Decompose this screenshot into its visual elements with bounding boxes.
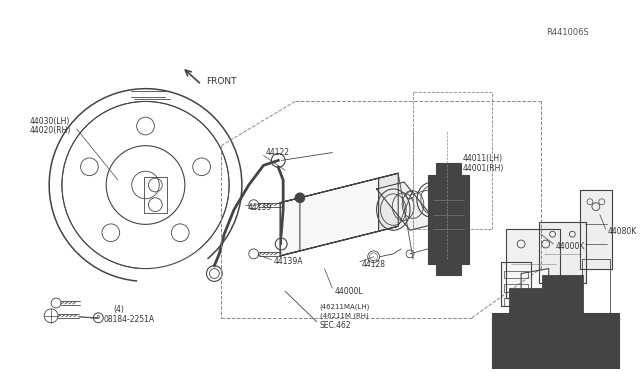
Bar: [504, 284, 528, 292]
Bar: [504, 298, 528, 306]
Text: 44020(RH): 44020(RH): [29, 126, 71, 135]
Polygon shape: [502, 262, 531, 306]
Text: FRONT: FRONT: [207, 77, 237, 86]
Polygon shape: [580, 190, 612, 269]
Polygon shape: [280, 178, 378, 256]
Text: R441006S: R441006S: [546, 28, 588, 37]
Text: B: B: [97, 315, 100, 320]
Polygon shape: [506, 229, 561, 298]
Text: (46211M (RH): (46211M (RH): [319, 312, 368, 319]
Polygon shape: [280, 173, 398, 203]
Bar: [143, 177, 167, 212]
Text: 44080K: 44080K: [607, 227, 637, 236]
Bar: [509, 288, 557, 342]
Polygon shape: [376, 182, 438, 230]
Text: 44000K: 44000K: [556, 243, 585, 251]
Bar: [516, 298, 528, 306]
Polygon shape: [513, 318, 529, 337]
Polygon shape: [280, 226, 398, 256]
Text: (4): (4): [113, 305, 124, 314]
Text: 44128: 44128: [362, 260, 386, 269]
Polygon shape: [538, 312, 554, 331]
Bar: [504, 270, 528, 278]
Polygon shape: [539, 222, 586, 283]
Text: 44000L: 44000L: [334, 287, 363, 296]
Bar: [429, 180, 467, 259]
Polygon shape: [378, 173, 398, 231]
Text: 44011(LH): 44011(LH): [462, 154, 502, 163]
Bar: [542, 276, 583, 323]
Text: 44139A: 44139A: [273, 257, 303, 266]
Text: (46211MA(LH): (46211MA(LH): [319, 304, 370, 310]
Polygon shape: [280, 198, 300, 256]
Text: 44001(RH): 44001(RH): [462, 164, 504, 173]
Bar: [436, 163, 461, 177]
Bar: [547, 283, 557, 290]
Text: 44030(LH): 44030(LH): [29, 116, 70, 126]
Bar: [428, 175, 469, 264]
Circle shape: [295, 193, 305, 203]
Bar: [492, 313, 620, 372]
Bar: [568, 283, 578, 290]
Bar: [582, 259, 610, 318]
Text: 44122: 44122: [266, 148, 289, 157]
Bar: [436, 262, 461, 276]
Bar: [539, 298, 550, 306]
Text: 08184-2251A: 08184-2251A: [103, 315, 154, 324]
Polygon shape: [521, 269, 548, 303]
Text: 44139: 44139: [248, 203, 272, 212]
Text: SEC.462: SEC.462: [319, 321, 351, 330]
